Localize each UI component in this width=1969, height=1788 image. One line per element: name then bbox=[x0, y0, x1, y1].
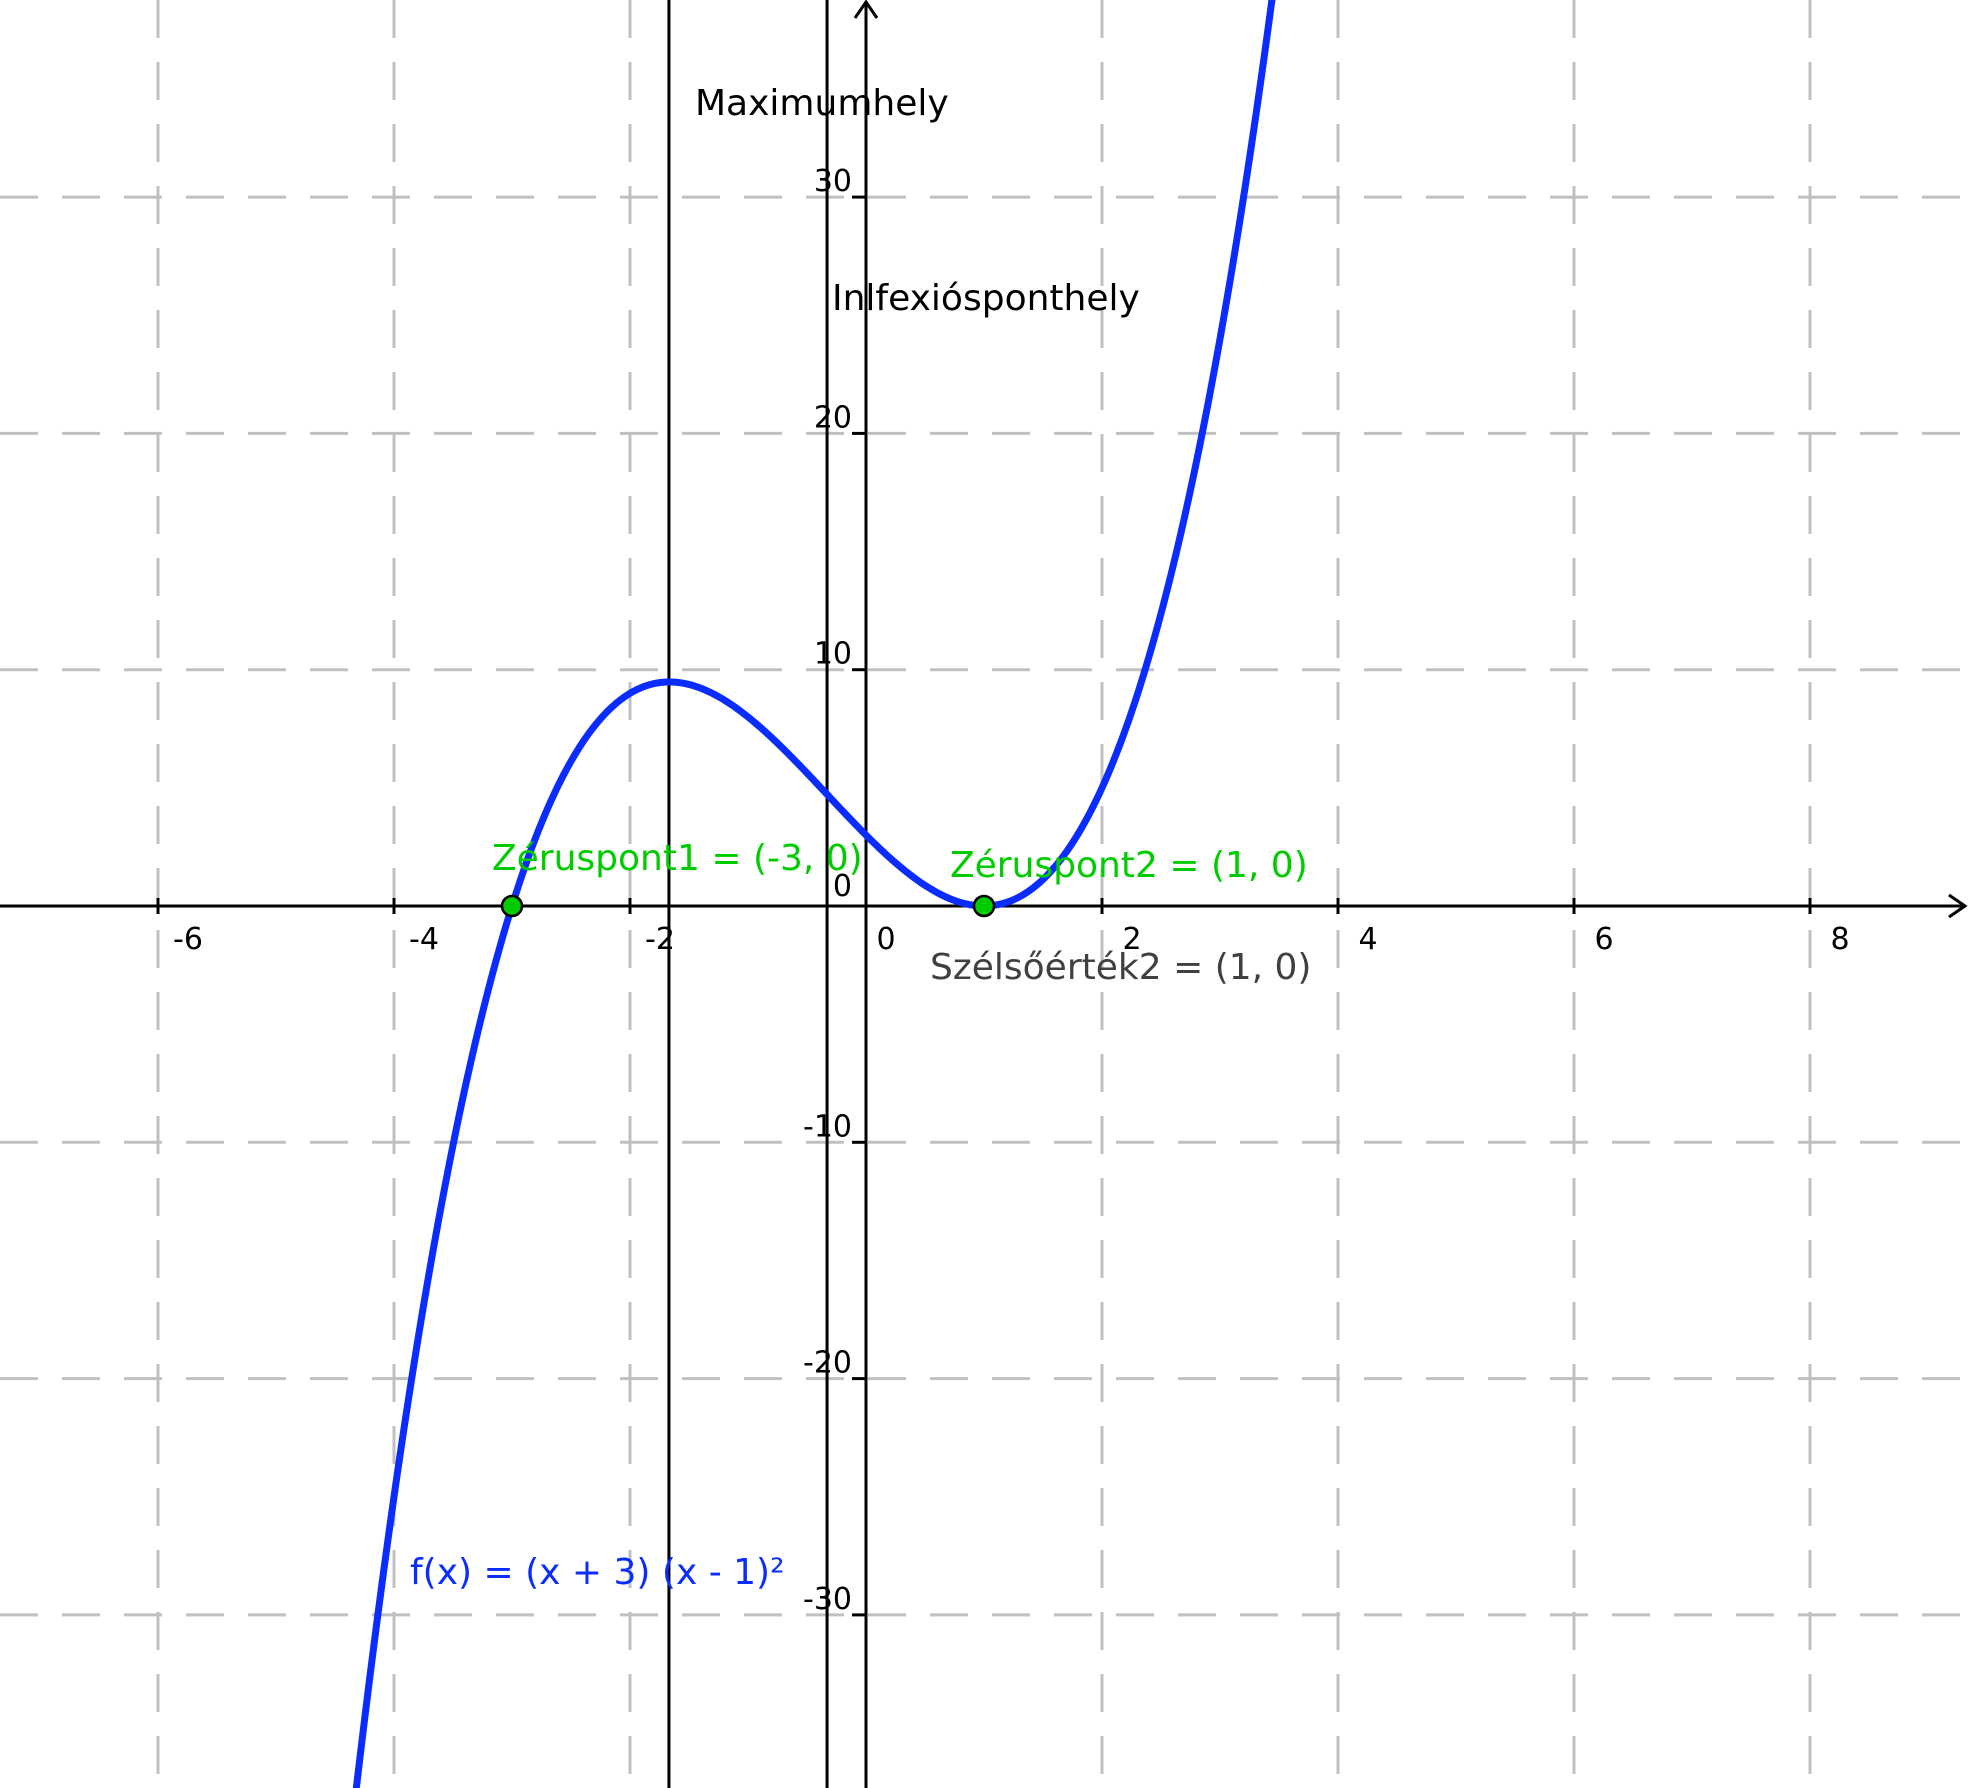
x-tick-label: -4 bbox=[409, 922, 439, 957]
points bbox=[500, 894, 996, 918]
y-tick-label: 30 bbox=[814, 164, 852, 199]
function-curve bbox=[352, 0, 1276, 1788]
y-tick-label: 20 bbox=[814, 400, 852, 435]
function-curve-group bbox=[352, 0, 1276, 1788]
vertical-line-label-inflection: Inlfexiósponthely bbox=[832, 278, 1140, 319]
x-tick-label: 8 bbox=[1830, 922, 1849, 957]
vertical-lines bbox=[667, 0, 829, 1788]
y-tick-label: 10 bbox=[814, 637, 852, 672]
x-tick-label: 6 bbox=[1594, 922, 1613, 957]
y-tick-label-zero: 0 bbox=[833, 869, 852, 904]
zero-point-2 bbox=[972, 894, 996, 918]
x-tick-label: 2 bbox=[1122, 922, 1141, 957]
point-label-zero2: Zéruspont2 = (1, 0) bbox=[950, 845, 1308, 886]
y-tick-label: -20 bbox=[803, 1346, 852, 1381]
zero-point-1 bbox=[500, 894, 524, 918]
point-label-zero1: Zéruspont1 = (-3, 0) bbox=[492, 838, 863, 879]
x-tick-label: 0 bbox=[876, 922, 895, 957]
x-tick-label: 4 bbox=[1358, 922, 1377, 957]
y-tick-label: -30 bbox=[803, 1582, 852, 1617]
x-tick-label: -2 bbox=[645, 922, 675, 957]
x-tick-label: -6 bbox=[173, 922, 203, 957]
annotations: Maximumhely Inlfexiósponthely Zéruspont1… bbox=[410, 83, 1311, 1593]
x-axis-arrow bbox=[1948, 893, 1968, 919]
vertical-line-label-maximum: Maximumhely bbox=[695, 83, 949, 124]
y-axis-arrow bbox=[853, 0, 879, 19]
function-label: f(x) = (x + 3) (x - 1)² bbox=[410, 1552, 785, 1593]
extremum-label: Szélsőérték2 = (1, 0) bbox=[930, 947, 1311, 988]
y-tick-label: -10 bbox=[803, 1109, 852, 1144]
